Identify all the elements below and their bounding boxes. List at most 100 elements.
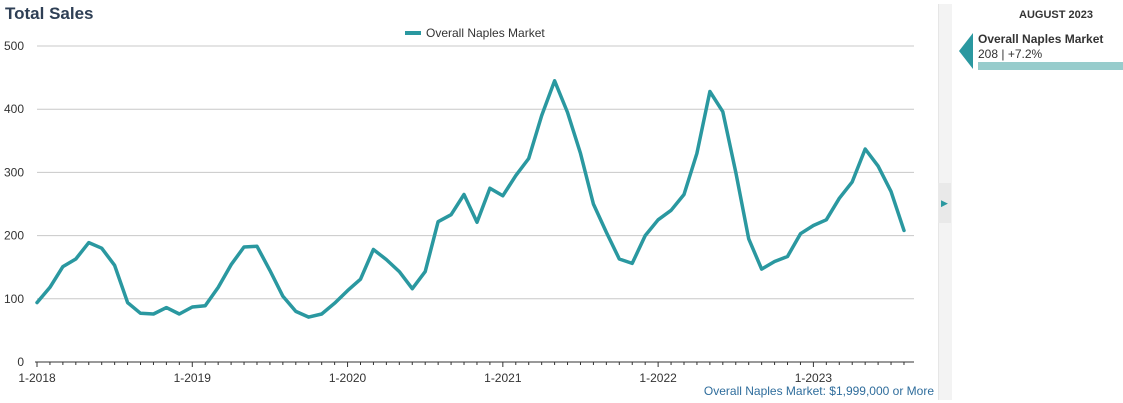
data-point[interactable] bbox=[111, 261, 119, 269]
chart-footnote: Overall Naples Market: $1,999,000 or Mor… bbox=[703, 384, 934, 398]
data-point[interactable] bbox=[382, 256, 390, 264]
data-point[interactable] bbox=[796, 230, 804, 238]
data-point[interactable] bbox=[654, 216, 662, 224]
data-point[interactable] bbox=[149, 310, 157, 318]
data-point[interactable] bbox=[434, 218, 442, 226]
collapse-panel-button[interactable]: ▶ bbox=[938, 183, 951, 223]
side-panel-value-bar bbox=[978, 62, 1123, 70]
data-point[interactable] bbox=[680, 191, 688, 199]
data-point[interactable] bbox=[395, 268, 403, 276]
data-point[interactable] bbox=[628, 259, 636, 267]
x-tick-label: 1-2023 bbox=[795, 371, 833, 385]
data-point[interactable] bbox=[499, 192, 507, 200]
data-point[interactable] bbox=[421, 268, 429, 276]
data-point[interactable] bbox=[809, 221, 817, 229]
legend[interactable]: Overall Naples Market bbox=[405, 26, 545, 40]
side-panel-separator: | bbox=[1001, 47, 1005, 61]
x-tick-label: 1-2019 bbox=[174, 371, 212, 385]
side-panel-series-name: Overall Naples Market bbox=[978, 32, 1104, 46]
data-point[interactable] bbox=[253, 242, 261, 250]
data-point[interactable] bbox=[861, 145, 869, 153]
data-point[interactable] bbox=[538, 112, 546, 120]
data-point[interactable] bbox=[188, 303, 196, 311]
y-tick-label: 300 bbox=[4, 165, 24, 179]
data-point[interactable] bbox=[266, 266, 274, 274]
data-point[interactable] bbox=[46, 283, 54, 291]
y-tick-label: 0 bbox=[17, 355, 24, 369]
data-point[interactable] bbox=[641, 232, 649, 240]
data-point[interactable] bbox=[175, 310, 183, 318]
data-point[interactable] bbox=[279, 292, 287, 300]
data-point[interactable] bbox=[784, 252, 792, 260]
data-point[interactable] bbox=[33, 299, 41, 307]
data-point[interactable] bbox=[874, 162, 882, 170]
data-point[interactable] bbox=[214, 283, 222, 291]
side-panel-value: 208 bbox=[978, 47, 999, 61]
data-point[interactable] bbox=[124, 299, 132, 307]
data-point[interactable] bbox=[292, 307, 300, 315]
series-layer bbox=[33, 77, 908, 321]
data-point[interactable] bbox=[719, 108, 727, 116]
side-panel-period: AUGUST 2023 bbox=[1019, 9, 1093, 21]
data-point[interactable] bbox=[72, 255, 80, 263]
data-point[interactable] bbox=[693, 149, 701, 157]
data-point[interactable] bbox=[835, 194, 843, 202]
data-point[interactable] bbox=[486, 184, 494, 192]
data-point[interactable] bbox=[745, 235, 753, 243]
data-point[interactable] bbox=[240, 243, 248, 251]
data-point[interactable] bbox=[512, 172, 520, 180]
data-point[interactable] bbox=[369, 246, 377, 254]
data-point[interactable] bbox=[887, 187, 895, 195]
y-axis-tick-labels: 0 100 200 300 400 500 bbox=[4, 39, 24, 369]
y-tick-label: 200 bbox=[4, 229, 24, 243]
data-point[interactable] bbox=[525, 154, 533, 162]
data-point[interactable] bbox=[318, 310, 326, 318]
data-point[interactable] bbox=[357, 275, 365, 283]
data-point[interactable] bbox=[473, 218, 481, 226]
legend-label[interactable]: Overall Naples Market bbox=[426, 26, 545, 40]
series-line[interactable] bbox=[35, 79, 906, 319]
data-point[interactable] bbox=[848, 178, 856, 186]
data-point[interactable] bbox=[732, 168, 740, 176]
chart-title: Total Sales bbox=[5, 4, 94, 23]
data-point[interactable] bbox=[344, 287, 352, 295]
data-point[interactable] bbox=[615, 255, 623, 263]
data-point[interactable] bbox=[602, 228, 610, 236]
data-point[interactable] bbox=[59, 263, 67, 271]
data-point[interactable] bbox=[460, 191, 468, 199]
data-point[interactable] bbox=[900, 227, 908, 235]
y-tick-label: 500 bbox=[4, 39, 24, 53]
data-point[interactable] bbox=[564, 108, 572, 116]
line-chart: 0 100 200 300 400 500 1-2018 1-2019 1-2020 1-202… bbox=[4, 26, 914, 385]
data-point[interactable] bbox=[758, 265, 766, 273]
data-point[interactable] bbox=[771, 258, 779, 266]
x-tick-label: 1-2021 bbox=[484, 371, 522, 385]
data-point[interactable] bbox=[576, 149, 584, 157]
data-point[interactable] bbox=[331, 299, 339, 307]
x-axis: 1-2018 1-2019 1-2020 1-2021 1-2022 1-2023 bbox=[18, 361, 914, 385]
data-point[interactable] bbox=[98, 244, 106, 252]
side-panel-change: +7.2% bbox=[1007, 47, 1043, 61]
data-point[interactable] bbox=[162, 304, 170, 312]
pointer-marker-icon bbox=[959, 33, 973, 69]
y-tick-label: 400 bbox=[4, 102, 24, 116]
side-panel-value-line: 208 | +7.2% bbox=[978, 47, 1042, 61]
data-point[interactable] bbox=[305, 313, 313, 321]
data-point[interactable] bbox=[447, 211, 455, 219]
data-point[interactable] bbox=[551, 77, 559, 85]
data-point[interactable] bbox=[137, 309, 145, 317]
chevron-right-icon: ▶ bbox=[941, 197, 948, 208]
data-point[interactable] bbox=[589, 200, 597, 208]
x-tick-label: 1-2020 bbox=[329, 371, 367, 385]
x-tick-label: 1-2018 bbox=[18, 371, 56, 385]
data-point[interactable] bbox=[706, 88, 714, 96]
data-point[interactable] bbox=[227, 261, 235, 269]
data-point[interactable] bbox=[201, 302, 209, 310]
data-point[interactable] bbox=[667, 206, 675, 214]
data-point[interactable] bbox=[408, 285, 416, 293]
x-tick-label: 1-2022 bbox=[639, 371, 677, 385]
gridlines bbox=[37, 45, 914, 300]
y-tick-label: 100 bbox=[4, 292, 24, 306]
data-point[interactable] bbox=[822, 216, 830, 224]
data-point[interactable] bbox=[85, 239, 93, 247]
